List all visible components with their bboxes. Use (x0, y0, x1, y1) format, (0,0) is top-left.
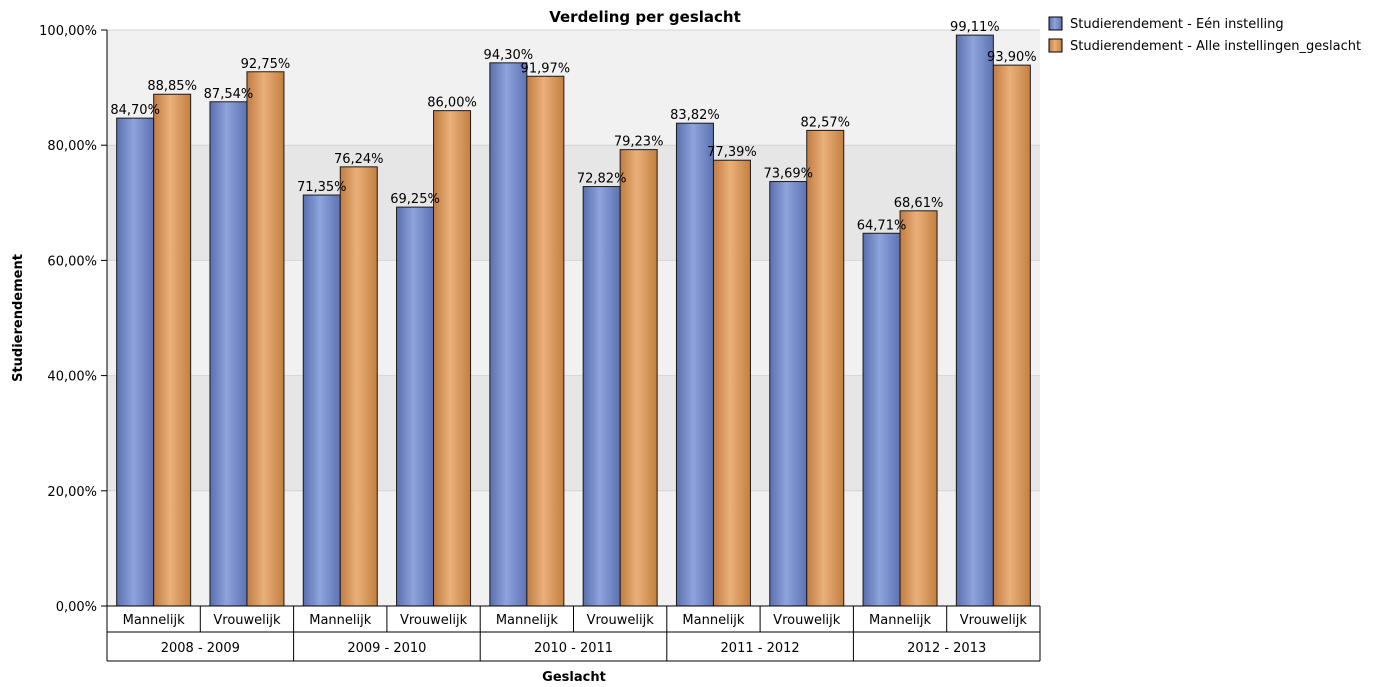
bar-series-2 (806, 129, 845, 607)
x-category-label: Vrouwelijk (960, 613, 1028, 628)
data-label-series-1: 72,82% (577, 172, 627, 187)
legend-label-series-1: Studierendement - Eén instelling (1070, 17, 1284, 32)
bar-series-2 (153, 93, 192, 607)
bar-series-2 (992, 64, 1031, 607)
data-label-series-1: 99,11% (950, 20, 1000, 35)
x-group-label: 2012 - 2013 (907, 641, 986, 656)
x-category-label: Vrouwelijk (587, 613, 655, 628)
data-label-series-2: 79,23% (614, 135, 664, 150)
bar-series-1 (862, 232, 901, 607)
legend-item-series-2: Studierendement - Alle instellingen_gesl… (1048, 38, 1361, 54)
x-group-label: 2008 - 2009 (161, 641, 240, 656)
data-label-series-2: 68,61% (894, 196, 944, 211)
bar-series-2 (899, 210, 938, 607)
y-tick-label: 100,00% (39, 24, 97, 39)
bar-series-2 (433, 110, 472, 607)
x-category-label: Mannelijk (682, 613, 744, 628)
bar-series-1 (769, 181, 808, 607)
data-label-series-1: 73,69% (763, 167, 813, 182)
legend-item-series-1: Studierendement - Eén instelling (1048, 16, 1284, 32)
bar-series-2 (712, 159, 751, 607)
data-label-series-2: 86,00% (427, 96, 477, 111)
bar-series-1 (209, 101, 248, 607)
x-group-label: 2010 - 2011 (534, 641, 613, 656)
data-label-series-1: 94,30% (484, 48, 534, 63)
x-category-label: Vrouwelijk (773, 613, 841, 628)
bar-series-1 (955, 34, 994, 607)
data-label-series-1: 83,82% (670, 108, 720, 123)
bar-series-1 (396, 206, 435, 607)
bars (116, 34, 1031, 607)
x-axis-title: Geslacht (542, 670, 606, 685)
bar-series-1 (675, 122, 714, 607)
y-tick-label: 20,00% (47, 485, 97, 500)
bar-series-1 (116, 117, 155, 607)
legend-label-series-2: Studierendement - Alle instellingen_gesl… (1070, 39, 1361, 54)
x-axis: Mannelijk Vrouwelijk Mannelijk Vrouwelijk Ma… (106, 605, 1041, 662)
bar-series-2 (526, 75, 565, 607)
bar-series-2 (246, 71, 285, 607)
data-label-series-1: 69,25% (390, 192, 440, 207)
y-tick-label: 0,00% (56, 600, 97, 615)
y-axis-ticks: 0,00% 20,00% 40,00% 60,00% 80,00% 100,00% (39, 24, 108, 615)
x-group-label: 2011 - 2012 (721, 641, 800, 656)
x-category-label: Mannelijk (123, 613, 185, 628)
data-label-series-1: 71,35% (297, 180, 347, 195)
bar-series-1 (302, 194, 341, 607)
data-label-series-1: 87,54% (204, 87, 254, 102)
data-labels: 84,70% 88,85% 87,54% 92,75% 71,35% 76,24% 69,2… (110, 20, 1036, 233)
chart-title: Verdeling per geslacht (549, 8, 741, 26)
bar-series-2 (619, 149, 658, 607)
y-tick-label: 60,00% (47, 254, 97, 269)
x-category-label: Vrouwelijk (400, 613, 468, 628)
y-axis-title: Studierendement (11, 254, 26, 382)
legend-swatch-series-2 (1048, 38, 1063, 53)
bar-series-1 (489, 62, 528, 607)
data-label-series-1: 84,70% (110, 103, 160, 118)
y-tick-label: 40,00% (47, 370, 97, 385)
x-group-label: 2009 - 2010 (347, 641, 426, 656)
data-label-series-1: 64,71% (857, 218, 907, 233)
data-label-series-2: 77,39% (707, 145, 757, 160)
x-category-label: Mannelijk (496, 613, 558, 628)
y-tick-label: 80,00% (47, 139, 97, 154)
x-category-label: Mannelijk (869, 613, 931, 628)
data-label-series-2: 82,57% (800, 115, 850, 130)
x-category-label: Vrouwelijk (213, 613, 281, 628)
data-label-series-2: 92,75% (241, 57, 291, 72)
bar-series-1 (582, 186, 621, 607)
data-label-series-2: 88,85% (147, 79, 197, 94)
legend-swatch-series-1 (1048, 16, 1063, 31)
data-label-series-2: 76,24% (334, 152, 384, 167)
data-label-series-2: 91,97% (521, 61, 571, 76)
bar-series-2 (339, 166, 378, 607)
legend: Studierendement - Eén instelling Studier… (1048, 16, 1361, 54)
x-category-label: Mannelijk (309, 613, 371, 628)
data-label-series-2: 93,90% (987, 50, 1037, 65)
